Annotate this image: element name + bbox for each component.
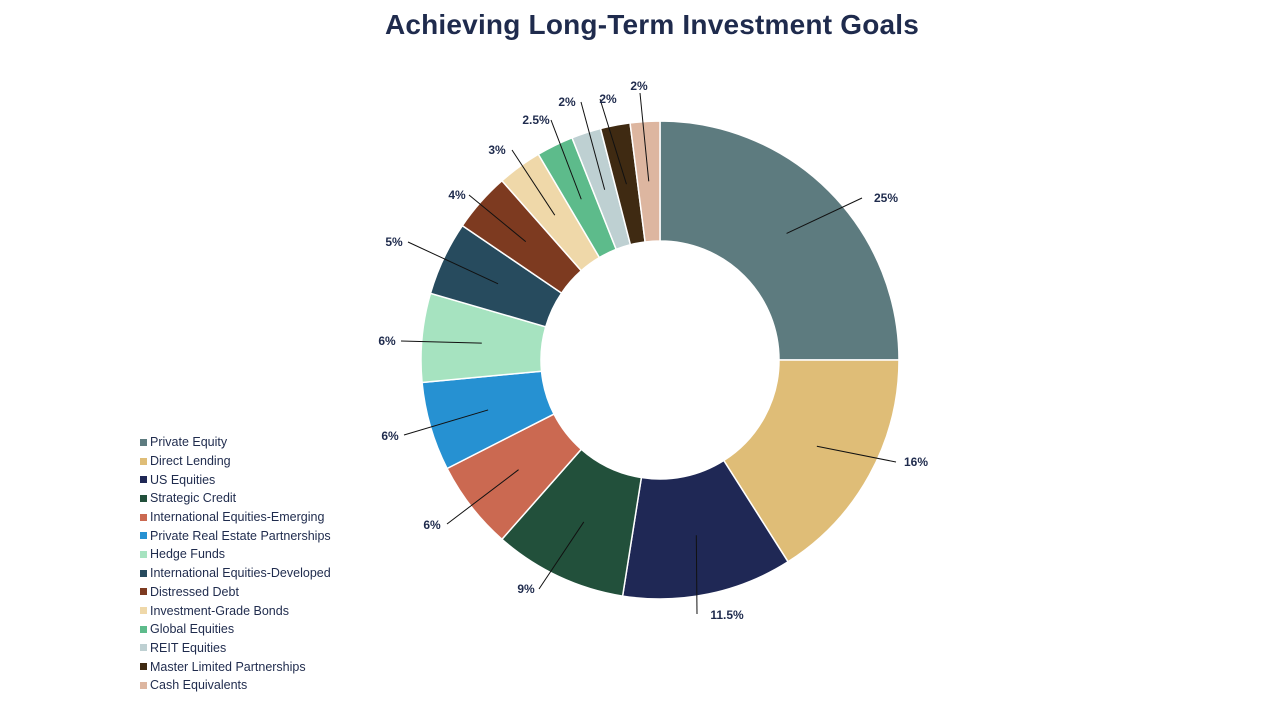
data-label-global-equities: 2.5% xyxy=(522,113,550,127)
legend-item-master-limited-partnerships: Master Limited Partnerships xyxy=(140,657,331,676)
legend-label: International Equities-Developed xyxy=(150,566,331,581)
data-labels-group: 25% 16% 11.5% 9% 6% 6% 6% 5% 4% 3% 2.5% 2% 2% 2% xyxy=(378,79,928,622)
data-label-reit-equities: 2% xyxy=(558,95,576,109)
legend-label: Investment-Grade Bonds xyxy=(150,603,289,618)
slice-private-equity xyxy=(659,120,900,361)
data-label-direct-lending: 16% xyxy=(904,455,928,469)
legend-item-distressed-debt: Distressed Debt xyxy=(140,583,331,602)
legend-item-global-equities: Global Equities xyxy=(140,620,331,639)
legend-item-direct-lending: Direct Lending xyxy=(140,452,331,471)
legend-label: REIT Equities xyxy=(150,640,227,655)
leader-line-distressed-debt xyxy=(468,194,527,243)
legend-label: Direct Lending xyxy=(150,454,231,469)
leader-line-global-equities xyxy=(550,119,582,200)
legend-item-international-equities-developed: International Equities-Developed xyxy=(140,564,331,583)
slice-direct-lending xyxy=(722,359,900,563)
leader-line-us-equities xyxy=(695,535,698,615)
legend-label: Distressed Debt xyxy=(150,584,239,599)
legend-item-hedge-funds: Hedge Funds xyxy=(140,545,331,564)
legend-item-private-real-estate-partnerships: Private Real Estate Partnerships xyxy=(140,526,331,545)
data-label-investment-grade-bonds: 3% xyxy=(488,143,506,157)
slice-cash-equivalents xyxy=(629,120,661,243)
legend-swatch xyxy=(140,457,147,465)
data-label-cash-equivalents: 2% xyxy=(630,79,648,93)
legend-label: Private Real Estate Partnerships xyxy=(150,528,331,543)
chart-title: Achieving Long-Term Investment Goals xyxy=(384,9,920,40)
legend-label: Private Equity xyxy=(150,435,228,450)
legend-item-us-equities: US Equities xyxy=(140,470,331,489)
legend-swatch xyxy=(140,681,147,689)
legend-swatch xyxy=(140,438,147,446)
legend-item-strategic-credit: Strategic Credit xyxy=(140,489,331,508)
data-label-hedge-funds: 6% xyxy=(378,334,396,348)
slices-group xyxy=(420,120,900,600)
leader-line-master-limited-partnerships xyxy=(599,98,627,185)
data-label-private-real-estate-partnerships: 6% xyxy=(381,429,399,443)
legend-label: Cash Equivalents xyxy=(150,678,248,693)
legend-label: Hedge Funds xyxy=(150,547,226,562)
leader-line-investment-grade-bonds xyxy=(511,149,556,216)
data-label-international-equities-developed: 5% xyxy=(385,235,403,249)
data-label-distressed-debt: 4% xyxy=(448,188,466,202)
legend: Private Equity Direct Lending US Equities S… xyxy=(140,433,331,695)
data-label-us-equities: 11.5% xyxy=(710,608,744,622)
leader-line-private-real-estate-partnerships xyxy=(403,409,489,436)
leader-line-private-equity xyxy=(786,197,863,234)
data-label-master-limited-partnerships: 2% xyxy=(599,92,617,106)
legend-swatch xyxy=(140,588,147,596)
legend-item-international-equities-emerging: International Equities-Emerging xyxy=(140,508,331,527)
leader-line-hedge-funds xyxy=(400,340,482,344)
legend-swatch xyxy=(140,607,147,615)
legend-swatch xyxy=(140,532,147,540)
legend-label: Strategic Credit xyxy=(150,491,237,506)
legend-swatch xyxy=(140,663,147,671)
legend-item-cash-equivalents: Cash Equivalents xyxy=(140,676,331,695)
legend-item-reit-equities: REIT Equities xyxy=(140,639,331,658)
legend-label: US Equities xyxy=(150,472,216,487)
legend-label: International Equities-Emerging xyxy=(150,510,325,525)
legend-swatch xyxy=(140,550,147,558)
data-label-private-equity: 25% xyxy=(874,191,898,205)
data-label-international-equities-emerging: 6% xyxy=(423,518,441,532)
legend-swatch xyxy=(140,513,147,521)
leader-line-international-equities-developed xyxy=(407,241,499,285)
legend-item-investment-grade-bonds: Investment-Grade Bonds xyxy=(140,601,331,620)
leader-line-strategic-credit xyxy=(538,521,585,590)
legend-swatch xyxy=(140,569,147,577)
legend-swatch xyxy=(140,644,147,652)
leader-line-reit-equities xyxy=(580,101,606,190)
leader-line-international-equities-emerging xyxy=(446,469,519,525)
leader-line-cash-equivalents xyxy=(639,92,650,182)
leader-line-direct-lending xyxy=(816,445,897,463)
legend-swatch xyxy=(140,476,147,484)
leader-lines-group xyxy=(400,92,897,615)
legend-label: Global Equities xyxy=(150,622,235,637)
legend-swatch xyxy=(140,625,147,633)
legend-label: Master Limited Partnerships xyxy=(150,659,306,674)
legend-swatch xyxy=(140,494,147,502)
legend-item-private-equity: Private Equity xyxy=(140,433,331,452)
data-label-strategic-credit: 9% xyxy=(517,582,535,596)
